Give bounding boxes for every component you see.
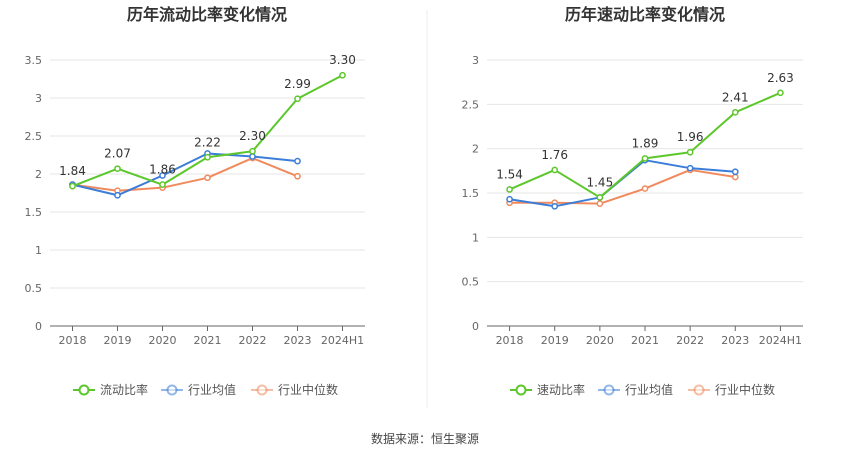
data-point (114, 165, 121, 173)
data-source: 数据来源：恒生聚源 (371, 431, 479, 446)
data-point (731, 173, 739, 181)
x-tick-label: 2018 (59, 334, 87, 347)
data-point (731, 108, 739, 116)
data-point (506, 195, 513, 203)
x-tick-label: 2020 (149, 334, 177, 347)
data-point (204, 174, 211, 182)
data-point (294, 172, 301, 180)
data-label: 1.86 (149, 163, 176, 177)
x-tick-label: 2023 (721, 334, 749, 347)
x-tick-label: 2022 (239, 334, 267, 347)
legend-marker (78, 384, 90, 396)
data-point (686, 164, 694, 172)
data-label: 2.99 (284, 77, 311, 91)
data-point (551, 202, 559, 210)
data-point (294, 95, 301, 103)
data-point (686, 148, 694, 156)
data-point (294, 157, 301, 165)
x-tick-label: 2021 (194, 334, 222, 347)
legend-marker (166, 384, 178, 396)
data-point (249, 153, 256, 160)
y-tick-label: 1.5 (25, 206, 43, 219)
data-label: 1.76 (541, 148, 568, 162)
y-tick-label: 2 (472, 143, 479, 156)
x-tick-label: 2023 (284, 334, 312, 347)
x-tick-label: 2019 (541, 334, 569, 347)
series-line (72, 74, 343, 188)
data-point (204, 153, 211, 161)
data-label: 2.41 (722, 90, 749, 104)
chart-title: 历年流动比率变化情况 (127, 5, 287, 24)
x-tick-label: 2020 (586, 334, 614, 347)
data-label: 1.96 (677, 130, 704, 144)
quick-ratio-chart: 历年速动比率变化情况 0 0.5 1 1.5 2 2.5 3 2018 2019 2020 2021 2… (462, 5, 803, 397)
data-point (159, 172, 166, 179)
legend-label: 流动比率 (100, 382, 148, 397)
data-point (551, 166, 559, 174)
y-tick-label: 2.5 (25, 130, 43, 143)
data-point (339, 71, 346, 79)
data-point (159, 181, 166, 188)
y-tick-label: 3 (35, 92, 42, 105)
y-tick-label: 0 (472, 320, 479, 333)
legend-label: 速动比率 (537, 382, 585, 397)
y-tick-label: 0.5 (462, 276, 480, 289)
y-tick-label: 1 (35, 244, 42, 257)
data-label: 2.63 (767, 71, 794, 85)
y-tick-label: 1 (472, 231, 479, 244)
data-label: 1.89 (632, 136, 659, 150)
data-point (596, 200, 604, 207)
data-label: 2.07 (104, 147, 131, 161)
data-label: 1.84 (59, 164, 86, 178)
chart-title: 历年速动比率变化情况 (565, 5, 725, 24)
data-point (69, 182, 76, 190)
legend-label: 行业均值 (625, 382, 673, 397)
legend-label: 行业中位数 (278, 382, 338, 397)
x-tick-label: 2021 (631, 334, 659, 347)
y-tick-label: 3 (472, 54, 479, 67)
data-point (114, 191, 121, 199)
y-tick-label: 2 (35, 168, 42, 181)
x-tick-label: 2019 (104, 334, 132, 347)
data-point (596, 194, 604, 201)
x-tick-label: 2022 (676, 334, 704, 347)
series-line (509, 159, 736, 208)
series-line (509, 168, 736, 205)
data-label: 1.54 (496, 167, 523, 181)
data-point (731, 168, 739, 176)
series-line (72, 152, 298, 197)
x-tick-label: 2024H1 (321, 334, 364, 347)
x-tick-label: 2024H1 (759, 334, 802, 347)
data-point (249, 147, 256, 155)
x-tick-label: 2018 (496, 334, 524, 347)
data-label: 2.30 (239, 129, 266, 143)
data-point (641, 155, 649, 162)
series-line (72, 157, 298, 192)
legend-marker (603, 384, 615, 396)
legend-label: 行业均值 (188, 382, 236, 397)
y-tick-label: 1.5 (462, 187, 480, 200)
data-label: 2.22 (194, 135, 221, 149)
y-tick-label: 0.5 (25, 282, 43, 295)
y-tick-label: 3.5 (25, 54, 43, 67)
y-tick-label: 2.5 (462, 98, 480, 111)
data-point (777, 89, 784, 97)
legend-marker (693, 384, 705, 396)
legend-label: 行业中位数 (715, 382, 775, 397)
data-label: 3.30 (329, 53, 356, 67)
legend-marker (515, 384, 527, 396)
current-ratio-chart: 历年流动比率变化情况 0 0.5 1 1.5 2 2.5 3 3.5 2018 2019 2020 20… (25, 5, 365, 397)
legend-marker (256, 384, 268, 396)
data-point (506, 186, 513, 193)
data-label: 1.45 (586, 175, 613, 189)
y-tick-label: 0 (35, 320, 42, 333)
data-point (641, 185, 649, 192)
